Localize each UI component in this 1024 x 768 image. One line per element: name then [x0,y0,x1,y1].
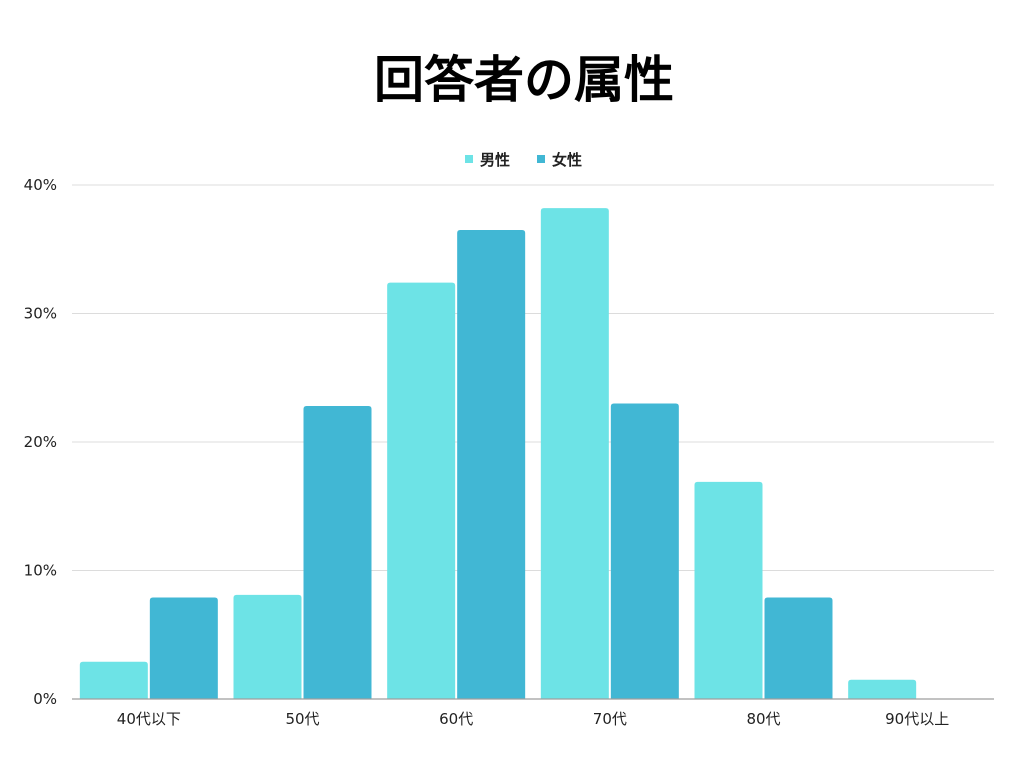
legend-swatch [537,155,545,163]
x-tick-label: 80代 [746,710,780,728]
x-tick-label: 60代 [439,710,473,728]
legend-item: 女性 [537,151,582,169]
x-tick-label: 40代以下 [117,710,181,728]
x-axis-ticks: 40代以下 50代 60代 70代 80代 90代以上 [117,710,949,728]
gridlines [72,184,994,571]
bars [79,208,917,699]
bar-男性-70代 [540,208,609,699]
bar-男性-80代 [694,481,763,699]
x-tick-label: 70代 [593,710,627,728]
y-tick-label: 30% [24,305,57,323]
bar-男性-50代 [233,594,302,699]
y-tick-label: 20% [24,433,57,451]
bar-男性-60代 [387,282,456,699]
y-tick-label: 40% [24,176,57,194]
bar-女性-80代 [764,597,833,699]
y-tick-label: 0% [33,690,57,708]
legend-label: 女性 [552,151,582,169]
y-axis-ticks: 0% 10% 20% 30% 40% [24,176,57,708]
x-tick-label: 90代以上 [885,710,949,728]
bar-女性-70代 [610,403,679,699]
chart-title: 回答者の属性 [374,51,674,109]
legend: 男性 女性 [465,151,582,169]
bar-女性-40代以下 [149,597,218,699]
legend-label: 男性 [480,151,510,169]
bar-女性-50代 [303,406,372,699]
bar-男性-90代以上 [848,679,917,699]
y-tick-label: 10% [24,562,57,580]
legend-swatch [465,155,473,163]
legend-item: 男性 [465,151,510,169]
bar-女性-60代 [457,229,526,699]
x-tick-label: 50代 [285,710,319,728]
bar-男性-40代以下 [79,661,148,699]
